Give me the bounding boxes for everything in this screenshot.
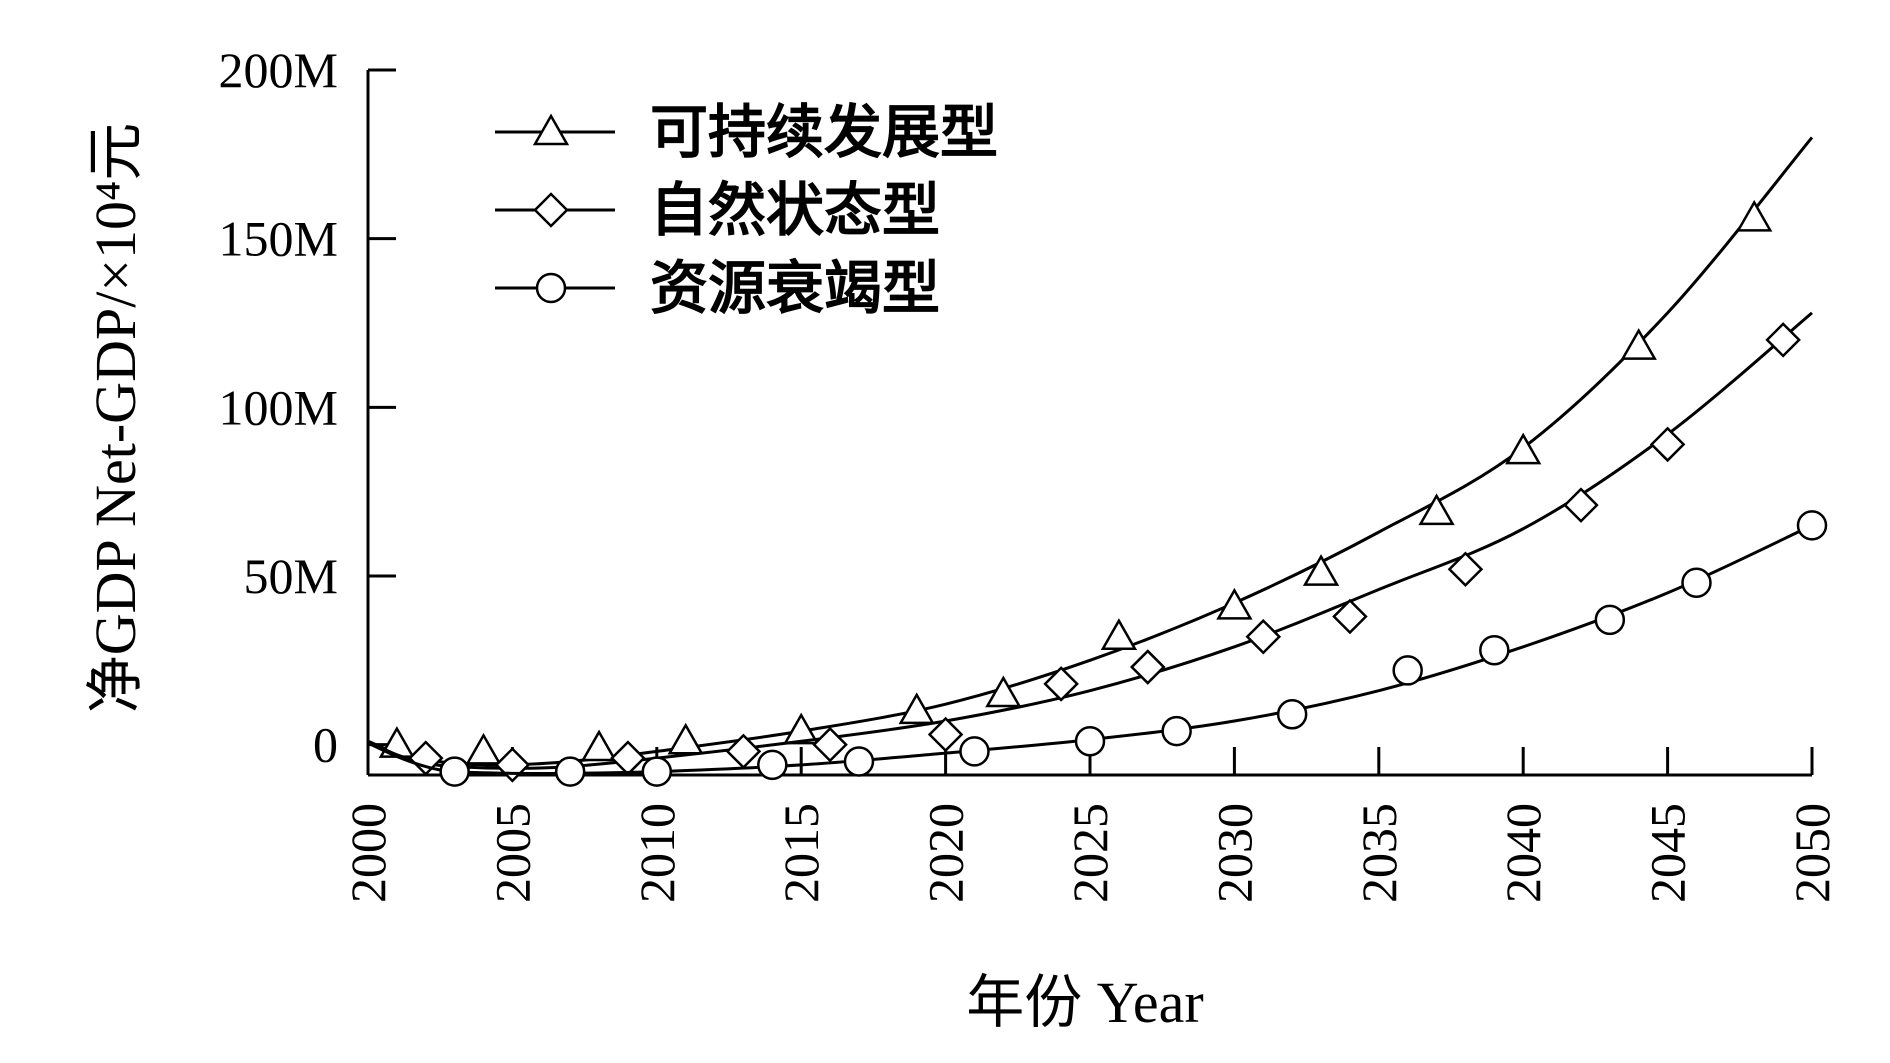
data-point-diamond: [1332, 598, 1368, 635]
data-point-triangle: [1736, 199, 1773, 232]
series-diamond: [367, 311, 1813, 783]
data-point-triangle: [783, 712, 820, 745]
data-point-circle: [1074, 726, 1106, 757]
data-point-circle: [641, 756, 673, 787]
legend-label: 自然状态型: [650, 176, 940, 244]
x-tick-label: 2005: [484, 803, 540, 903]
data-point-triangle: [1216, 587, 1253, 620]
data-point-triangle: [1505, 432, 1542, 465]
data-point-triangle: [1100, 618, 1138, 650]
data-point-circle: [1796, 510, 1828, 541]
data-point-diamond: [1649, 426, 1686, 463]
x-tick-label: 2015: [773, 803, 829, 903]
data-point-circle: [439, 756, 470, 787]
legend-item-circle: 资源衰竭型: [495, 254, 940, 322]
y-tick-label: 100M: [219, 379, 338, 435]
data-point-triangle: [1302, 554, 1340, 586]
legend-marker-circle: [535, 272, 567, 304]
data-point-diamond: [1129, 649, 1166, 685]
series-line-triangle: [367, 136, 1814, 767]
data-point-circle: [554, 756, 586, 787]
x-tick-label: 2030: [1206, 803, 1262, 903]
x-ticks: 2000 2005 2010 2015 2020 2025 2030 2035 2040 2045…: [340, 747, 1840, 903]
series-triangle: [367, 136, 1814, 767]
data-point-circle: [757, 749, 788, 781]
y-tick-label: 0: [313, 717, 338, 773]
data-point-triangle: [1620, 328, 1657, 360]
data-point-circle: [1161, 715, 1192, 747]
legend-item-triangle: 可持续发展型: [495, 98, 998, 166]
legend-marker-triangle: [532, 113, 570, 146]
data-point-diamond: [812, 726, 848, 763]
data-point-triangle: [667, 722, 704, 755]
axes: [366, 70, 1812, 777]
x-tick-label: 2020: [918, 803, 974, 903]
legend-marker-diamond: [533, 192, 569, 228]
data-point-triangle: [465, 732, 502, 765]
x-tick-label: 2000: [340, 803, 396, 903]
data-point-diamond: [1447, 551, 1484, 588]
data-point-diamond: [1043, 666, 1079, 702]
legend-label: 资源衰竭型: [650, 254, 940, 322]
legend-item-diamond: 自然状态型: [495, 176, 940, 244]
data-point-triangle: [985, 675, 1022, 708]
x-tick-label: 2010: [629, 803, 685, 903]
x-tick-label: 2040: [1495, 803, 1551, 903]
data-point-circle: [843, 746, 875, 777]
data-point-diamond: [407, 740, 444, 776]
x-tick-label: 2050: [1784, 803, 1840, 903]
data-point-circle: [1681, 567, 1712, 598]
series-layer: [367, 136, 1828, 787]
series-line-diamond: [367, 311, 1813, 770]
data-point-circle: [1479, 634, 1510, 666]
data-point-circle: [1392, 655, 1423, 686]
legend-label: 可持续发展型: [650, 98, 998, 166]
data-point-triangle: [1418, 493, 1455, 526]
x-tick-label: 2035: [1351, 803, 1407, 903]
data-point-diamond: [1563, 487, 1599, 523]
x-tick-label: 2025: [1062, 803, 1118, 903]
data-point-diamond: [1245, 618, 1282, 655]
data-point-circle: [1276, 699, 1308, 730]
data-point-diamond: [1765, 322, 1801, 358]
series-circle: [367, 510, 1828, 787]
data-point-circle: [1594, 604, 1626, 636]
x-axis-title: 年份 Year: [966, 970, 1203, 1035]
y-tick-label: 200M: [219, 42, 338, 98]
data-point-triangle: [580, 729, 618, 762]
y-axis-title: 净GDP Net-GDP/×10⁴元: [83, 123, 148, 714]
data-point-diamond: [927, 716, 964, 753]
data-point-triangle: [898, 692, 935, 725]
y-tick-label: 150M: [219, 211, 338, 267]
y-tick-label: 50M: [244, 548, 338, 604]
data-point-diamond: [610, 740, 646, 776]
data-point-circle: [959, 736, 990, 767]
x-tick-label: 2045: [1640, 803, 1696, 903]
y-ticks: 0 50M 100M 150M 200M: [219, 42, 396, 773]
